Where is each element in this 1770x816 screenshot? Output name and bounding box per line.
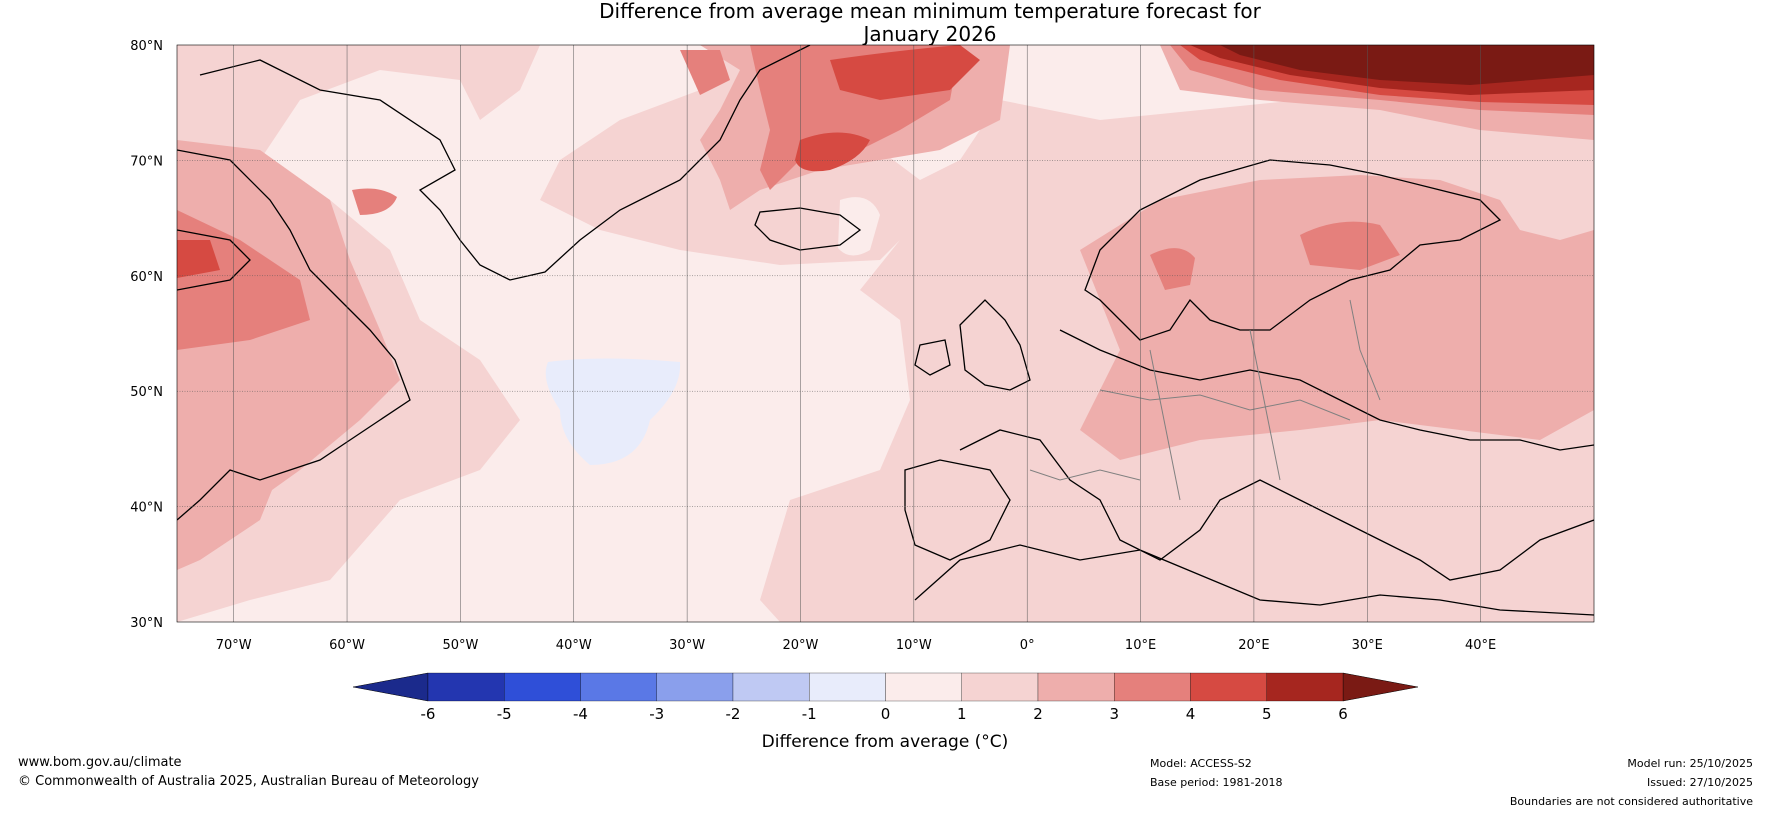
lat-label: 40°N (130, 501, 163, 516)
colorbar-tick-label: -3 (649, 705, 664, 723)
colorbar-segment (580, 672, 657, 702)
colorbar-segment (961, 672, 1039, 702)
colorbar-label: Difference from average (°C) (762, 732, 1009, 752)
colorbar-segment (427, 672, 505, 702)
colorbar-tick-label: -2 (726, 705, 741, 723)
disclaimer-text: Boundaries are not considered authoritat… (1509, 795, 1753, 808)
website-text: www.bom.gov.au/climate (18, 755, 182, 770)
lat-label: 80°N (130, 39, 163, 54)
lon-label: 0° (1020, 638, 1035, 653)
footer-left: www.bom.gov.au/climate © Commonwealth of… (18, 753, 479, 791)
base-period-text: Base period: 1981-2018 (1150, 776, 1283, 789)
lon-label: 70°W (216, 638, 252, 653)
colorbar-segment (656, 672, 734, 702)
colorbar: -6 -5 -4 -3 -2 -1 0 1 2 3 4 5 6 (352, 672, 1419, 723)
lat-label: 50°N (130, 385, 163, 400)
colorbar-extend-low (352, 672, 429, 702)
map-frame (176, 44, 1595, 623)
model-run-text: Model run: 25/10/2025 (1627, 757, 1753, 770)
colorbar-segment (732, 672, 810, 702)
lon-label: 30°W (669, 638, 705, 653)
title-line-1: Difference from average mean minimum tem… (599, 0, 1261, 23)
colorbar-tick-label: 1 (957, 705, 967, 723)
map-gridlines (177, 45, 1594, 622)
colorbar-extend-high (1342, 672, 1419, 702)
longitude-labels: 70°W 60°W 50°W 40°W 30°W 20°W 10°W 0° 10°E 20°E 30… (216, 638, 1497, 653)
lon-label: 40°W (556, 638, 592, 653)
lon-label: 20°E (1238, 638, 1269, 653)
anomaly-field-above-6 (1220, 45, 1594, 85)
chart-title: Difference from average mean minimum tem… (0, 0, 1770, 46)
colorbar-tick-label: 5 (1262, 705, 1272, 723)
latitude-labels: 80°N 70°N 60°N 50°N 40°N 30°N (130, 39, 163, 631)
colorbar-segment (1266, 672, 1344, 702)
lon-label: 30°E (1352, 638, 1383, 653)
footer-model-info: Model: ACCESS-S2 Base period: 1981-2018 (1150, 754, 1282, 792)
model-text: Model: ACCESS-S2 (1150, 757, 1252, 770)
colorbar-tick-label: 6 (1338, 705, 1348, 723)
lat-label: 30°N (130, 616, 163, 631)
colorbar-tick-label: 3 (1109, 705, 1119, 723)
lon-label: 40°E (1465, 638, 1496, 653)
lon-label: 10°E (1125, 638, 1156, 653)
colorbar-tick-label: 0 (881, 705, 891, 723)
title-line-2: January 2026 (863, 22, 997, 46)
map-panel (177, 45, 1594, 622)
country-borders (1029, 299, 1381, 501)
colorbar-segment (1037, 672, 1115, 702)
lat-label: 70°N (130, 154, 163, 169)
colorbar-tick-label: -4 (573, 705, 588, 723)
copyright-text: © Commonwealth of Australia 2025, Austra… (18, 774, 479, 789)
lon-label: 60°W (329, 638, 365, 653)
footer-dates: Model run: 25/10/2025 Issued: 27/10/2025… (1510, 754, 1753, 811)
lon-label: 10°W (896, 638, 932, 653)
colorbar-tick-label: -6 (421, 705, 436, 723)
lon-label: 20°W (783, 638, 819, 653)
colorbar-segment (1114, 672, 1191, 702)
lon-label: 50°W (442, 638, 478, 653)
colorbar-tick-label: -1 (802, 705, 817, 723)
lat-label: 60°N (130, 270, 163, 285)
colorbar-segment (1190, 672, 1267, 702)
coastlines (177, 45, 1594, 616)
colorbar-segment (504, 672, 581, 702)
colorbar-tick-label: -5 (497, 705, 512, 723)
issued-text: Issued: 27/10/2025 (1646, 776, 1753, 789)
colorbar-segment (809, 672, 886, 702)
colorbar-segment (885, 672, 962, 702)
colorbar-tick-label: 2 (1033, 705, 1043, 723)
colorbar-tick-label: 4 (1186, 705, 1196, 723)
